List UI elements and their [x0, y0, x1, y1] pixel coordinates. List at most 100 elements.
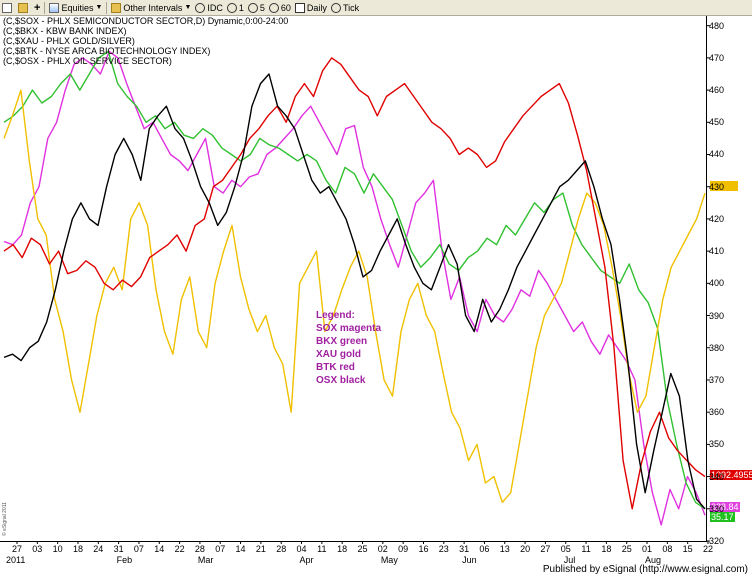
equities-dropdown[interactable]: Equities ▼: [47, 1, 104, 15]
y-tick-label: 450: [709, 117, 725, 128]
series-line-xau: [3, 89, 706, 503]
x-tick-label: 31: [113, 544, 124, 554]
new-chart-button[interactable]: [0, 1, 16, 15]
x-tick-label: 25: [621, 544, 632, 554]
status-bar: Published by eSignal (http://www.esignal…: [0, 564, 752, 576]
publisher-text: Published by eSignal (http://www.esignal…: [542, 564, 748, 575]
y-tick-label: 410: [709, 246, 725, 257]
idc-button[interactable]: IDC: [193, 1, 225, 15]
x-tick-label: 18: [337, 544, 348, 554]
x-tick-label: 28: [276, 544, 287, 554]
price-tag-bkx: 35.17: [710, 512, 735, 522]
y-tick-label: 430: [709, 181, 725, 192]
x-tick-label: 22: [702, 544, 714, 554]
toolbar-divider: [44, 1, 46, 14]
price-tag-xau: [710, 181, 738, 191]
toolbar-divider: [106, 1, 108, 14]
chart-title-sox: (C,$SOX - PHLX SEMICONDUCTOR SECTOR,D) D…: [3, 16, 289, 26]
x-month-label: 2011: [6, 555, 26, 565]
intervals-icon: [111, 2, 122, 13]
y-tick-label: 330: [709, 503, 725, 514]
x-tick-label: 18: [72, 544, 83, 554]
interval-1-label: 1: [238, 2, 244, 13]
series-line-sox: [3, 50, 706, 526]
x-month-label: May: [380, 555, 398, 565]
x-tick-label: 11: [317, 544, 327, 554]
chart-title-bkx: (C,$BKX - KBW BANK INDEX): [3, 26, 127, 36]
legend-item-sox: SOX magenta: [316, 323, 382, 334]
page-icon: [2, 2, 12, 13]
clock-icon: [268, 2, 279, 13]
y-tick-label: 480: [709, 20, 725, 31]
x-month-label: Jun: [462, 555, 477, 565]
clock-icon: [330, 2, 341, 13]
interval-60-button[interactable]: 60: [267, 1, 293, 15]
legend: Legend: SOX magenta BKX green XAU gold B…: [316, 309, 381, 387]
x-tick-label: 07: [133, 544, 144, 554]
y-tick-label: 370: [709, 374, 725, 385]
add-button[interactable]: +: [32, 1, 42, 15]
equities-icon: [49, 2, 60, 13]
x-tick-label: 27: [11, 544, 23, 554]
x-tick-label: 16: [418, 544, 429, 554]
x-tick-label: 18: [601, 544, 612, 554]
y-tick-label: 460: [709, 85, 725, 96]
idc-label: IDC: [207, 2, 223, 13]
calendar-icon: [294, 2, 305, 13]
interval-60-label: 60: [280, 2, 291, 13]
price-chart[interactable]: [0, 16, 752, 576]
tick-label: Tick: [342, 2, 360, 13]
x-tick-label: 01: [642, 544, 653, 554]
tick-button[interactable]: Tick: [329, 1, 361, 15]
x-tick-label: 27: [540, 544, 551, 554]
x-tick-label: 09: [398, 544, 409, 554]
legend-item-btk: BTK red: [316, 362, 355, 373]
interval-5-button[interactable]: 5: [246, 1, 267, 15]
x-tick-label: 14: [154, 544, 165, 554]
chevron-down-icon: ▼: [184, 4, 192, 11]
legend-heading: Legend:: [316, 310, 355, 321]
y-tick-label: 360: [709, 407, 725, 418]
x-tick-label: 05: [560, 544, 571, 554]
x-tick-label: 04: [296, 544, 307, 554]
equities-label: Equities: [61, 2, 94, 13]
open-button[interactable]: [16, 1, 32, 15]
x-month-label: Feb: [116, 555, 133, 565]
toolbar: + Equities ▼ Other Intervals ▼ IDC 1 5 6: [0, 0, 752, 16]
daily-label: Daily: [306, 2, 327, 13]
clock-icon: [247, 2, 258, 13]
clock-icon: [226, 2, 237, 13]
x-month-label: Mar: [197, 555, 214, 565]
legend-item-xau: XAU gold: [316, 349, 361, 360]
x-tick-label: 10: [52, 544, 63, 554]
x-month-label: Jul: [563, 555, 576, 565]
y-tick-label: 470: [709, 52, 725, 63]
chart-area[interactable]: (C,$SOX - PHLX SEMICONDUCTOR SECTOR,D) D…: [0, 16, 752, 576]
y-tick-label: 320: [709, 536, 725, 546]
other-intervals-label: Other Intervals: [123, 2, 183, 13]
x-tick-label: 03: [32, 544, 43, 554]
series-line-btk: [3, 57, 706, 510]
series-line-osx: [3, 73, 706, 510]
x-tick-label: 02: [377, 544, 388, 554]
y-tick-label: 340: [709, 471, 725, 482]
x-tick-label: 11: [581, 544, 591, 554]
interval-1-button[interactable]: 1: [225, 1, 246, 15]
x-tick-label: 15: [682, 544, 693, 554]
other-intervals-dropdown[interactable]: Other Intervals ▼: [109, 1, 193, 15]
x-tick-label: 24: [93, 544, 104, 554]
chart-title-xau: (C,$XAU - PHLX GOLD/SILVER): [3, 36, 135, 46]
x-tick-label: 06: [479, 544, 490, 554]
x-tick-label: 23: [438, 544, 449, 554]
chart-title-osx: (C,$OSX - PHLX OIL SERVICE SECTOR): [3, 56, 172, 66]
price-tag-sox: 328.84: [710, 502, 740, 512]
interval-5-label: 5: [259, 2, 265, 13]
price-tag-btk: 1092.4955: [710, 470, 752, 480]
daily-button[interactable]: Daily: [293, 1, 329, 15]
x-month-label: Aug: [645, 555, 662, 565]
x-tick-label: 25: [357, 544, 368, 554]
plot-frame: [0, 16, 707, 542]
folder-icon: [18, 2, 28, 13]
copyright-text: © eSignal 2011: [2, 502, 8, 536]
